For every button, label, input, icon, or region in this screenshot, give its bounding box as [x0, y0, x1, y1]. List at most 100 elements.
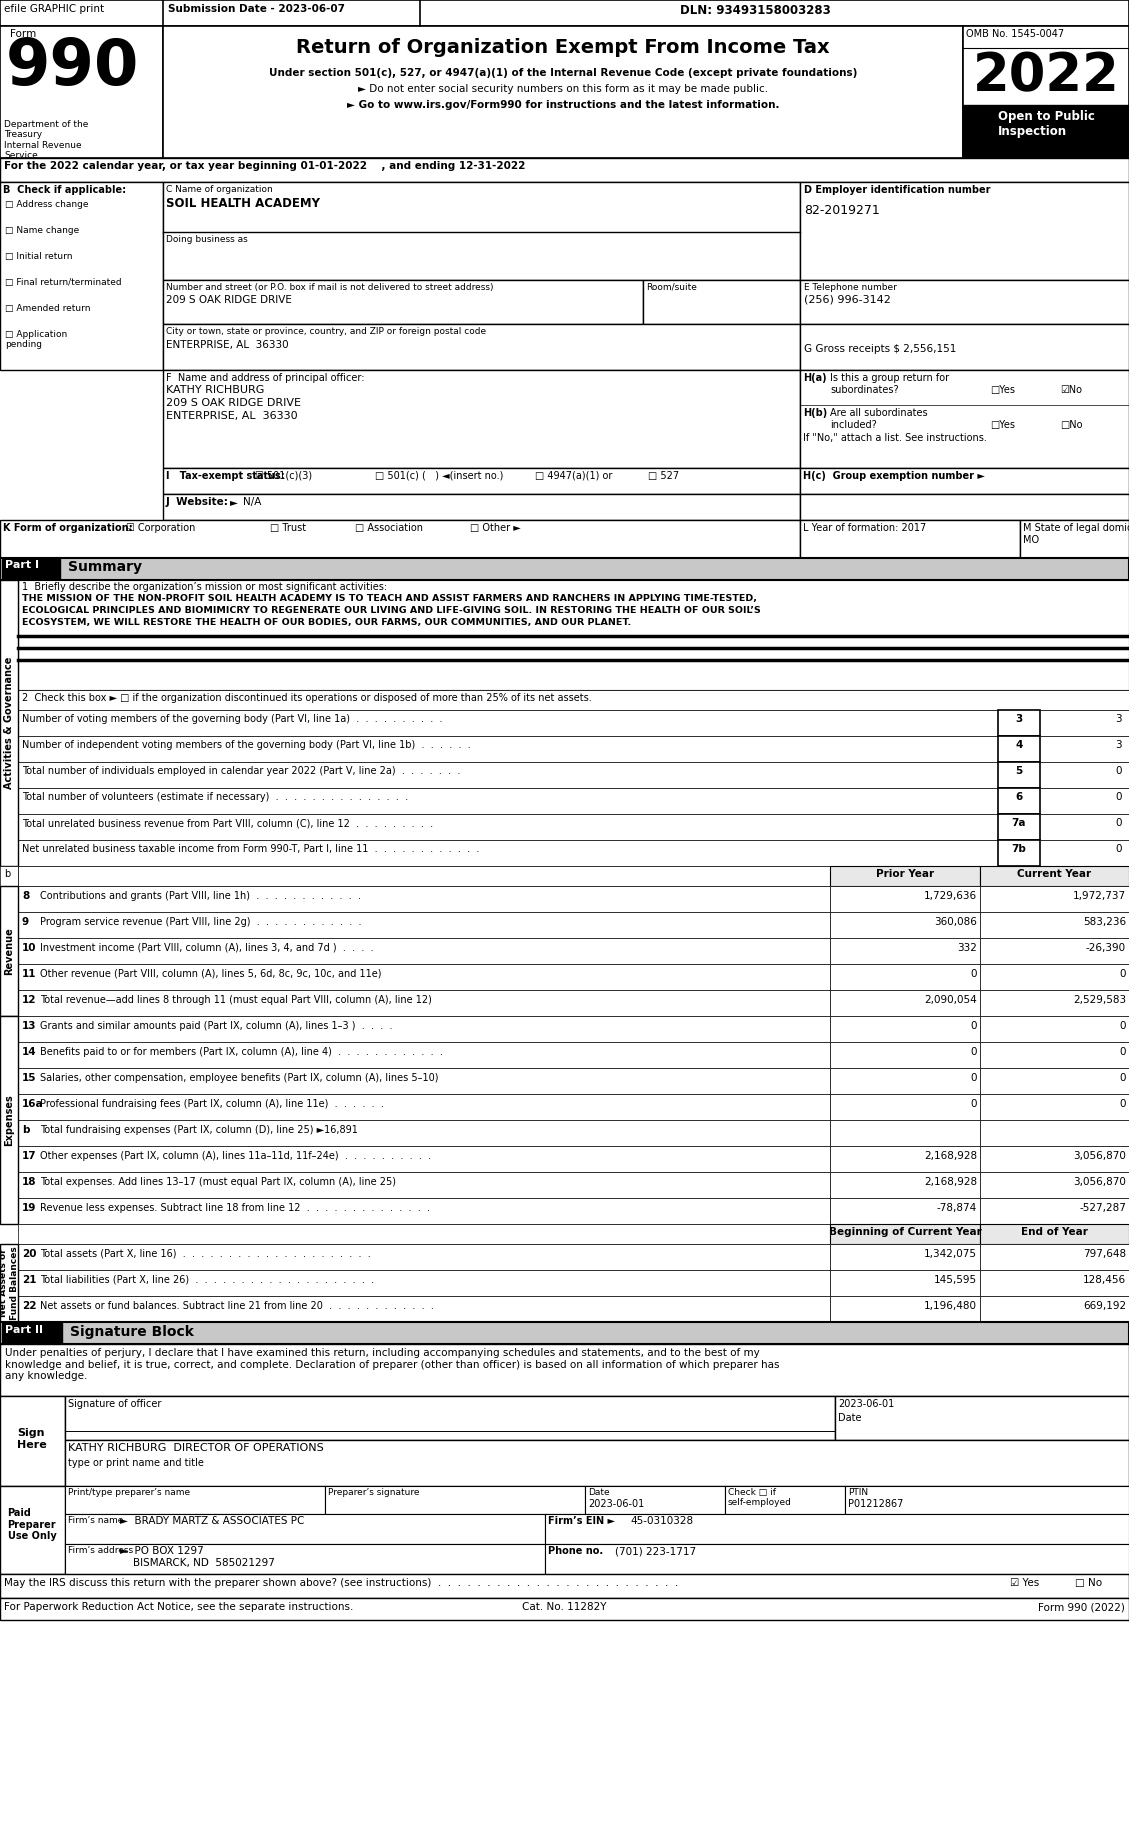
Text: H(a): H(a)	[803, 373, 826, 383]
Text: For the 2022 calendar year, or tax year beginning 01-01-2022    , and ending 12-: For the 2022 calendar year, or tax year …	[5, 161, 525, 172]
Bar	[830, 1295, 980, 1321]
Text: 1  Briefly describe the organization’s mission or most significant activities:: 1 Briefly describe the organization’s mi…	[21, 582, 387, 591]
Text: BISMARCK, ND  585021297: BISMARCK, ND 585021297	[120, 1558, 274, 1567]
Text: Preparer’s signature: Preparer’s signature	[329, 1488, 420, 1497]
Bar	[18, 939, 830, 965]
Text: □ Association: □ Association	[355, 523, 423, 532]
Text: □ 501(c) (   ) ◄(insert no.): □ 501(c) ( ) ◄(insert no.)	[375, 471, 504, 480]
Text: Submission Date - 2023-06-07: Submission Date - 2023-06-07	[168, 4, 345, 15]
Bar	[800, 181, 1129, 281]
Text: 2023-06-01: 2023-06-01	[838, 1399, 894, 1408]
Text: End of Year: End of Year	[1021, 1227, 1087, 1236]
Text: 2,168,928: 2,168,928	[924, 1177, 977, 1186]
Text: ENTERPRISE, AL  36330: ENTERPRISE, AL 36330	[166, 410, 298, 421]
Bar	[18, 1295, 830, 1321]
Bar	[65, 1486, 325, 1514]
Text: Signature Block: Signature Block	[70, 1325, 194, 1340]
Text: 209 S OAK RIDGE DRIVE: 209 S OAK RIDGE DRIVE	[166, 296, 292, 305]
Text: Net Assets or
Fund Balances: Net Assets or Fund Balances	[0, 1246, 19, 1319]
Text: 669,192: 669,192	[1083, 1301, 1126, 1310]
Bar	[65, 1514, 545, 1543]
Bar	[325, 1486, 585, 1514]
Bar	[0, 519, 800, 558]
Text: D Employer identification number: D Employer identification number	[804, 185, 990, 196]
Text: Current Year: Current Year	[1017, 869, 1091, 880]
Bar	[830, 991, 980, 1016]
Bar	[0, 1321, 1129, 1343]
Text: Firm’s address: Firm’s address	[68, 1547, 133, 1554]
Text: 332: 332	[957, 942, 977, 954]
Text: THE MISSION OF THE NON-PROFIT SOIL HEALTH ACADEMY IS TO TEACH AND ASSIST FARMERS: THE MISSION OF THE NON-PROFIT SOIL HEALT…	[21, 593, 758, 602]
Text: Part II: Part II	[5, 1325, 43, 1334]
Text: ►: ►	[230, 497, 238, 506]
Bar	[980, 1198, 1129, 1223]
Text: Are all subordinates: Are all subordinates	[830, 408, 928, 418]
Text: Activities & Governance: Activities & Governance	[5, 656, 14, 789]
Text: □ Final return/terminated: □ Final return/terminated	[5, 277, 122, 286]
Text: (256) 996-3142: (256) 996-3142	[804, 296, 891, 305]
Text: ►  PO BOX 1297: ► PO BOX 1297	[120, 1547, 203, 1556]
Text: 3,056,870: 3,056,870	[1074, 1177, 1126, 1186]
Bar	[830, 867, 980, 885]
Text: KATHY RICHBURG  DIRECTOR OF OPERATIONS: KATHY RICHBURG DIRECTOR OF OPERATIONS	[68, 1443, 324, 1453]
Text: Grants and similar amounts paid (Part IX, column (A), lines 1–3 )  .  .  .  .: Grants and similar amounts paid (Part IX…	[40, 1020, 393, 1031]
Text: Phone no.: Phone no.	[548, 1547, 603, 1556]
Bar	[998, 813, 1040, 841]
Text: 15: 15	[21, 1074, 36, 1083]
Bar	[18, 1223, 830, 1244]
Bar	[18, 1042, 830, 1068]
Bar	[998, 841, 1040, 867]
Bar	[0, 1599, 1129, 1621]
Bar	[18, 1094, 830, 1120]
Text: Other revenue (Part VIII, column (A), lines 5, 6d, 8c, 9c, 10c, and 11e): Other revenue (Part VIII, column (A), li…	[40, 968, 382, 979]
Bar	[18, 991, 830, 1016]
Bar	[1040, 761, 1129, 787]
Bar	[18, 1068, 830, 1094]
Text: Total unrelated business revenue from Part VIII, column (C), line 12  .  .  .  .: Total unrelated business revenue from Pa…	[21, 819, 434, 828]
Bar	[980, 1016, 1129, 1042]
Text: 12: 12	[21, 994, 36, 1005]
Text: 3: 3	[1015, 713, 1023, 724]
Text: N/A: N/A	[243, 497, 262, 506]
Text: Part I: Part I	[5, 560, 40, 569]
Bar	[0, 26, 163, 157]
Bar	[980, 991, 1129, 1016]
Bar	[163, 181, 800, 281]
Text: If "No," attach a list. See instructions.: If "No," attach a list. See instructions…	[803, 432, 987, 444]
Bar	[18, 736, 998, 761]
Text: b: b	[21, 1125, 29, 1135]
Bar	[0, 1574, 1129, 1599]
Text: □Yes: □Yes	[990, 419, 1015, 431]
Text: M State of legal domicile:: M State of legal domicile:	[1023, 523, 1129, 532]
Text: □ Name change: □ Name change	[5, 225, 79, 235]
Bar	[980, 1172, 1129, 1198]
Text: Net unrelated business taxable income from Form 990-T, Part I, line 11  .  .  . : Net unrelated business taxable income fr…	[21, 845, 480, 854]
Text: 0: 0	[971, 1048, 977, 1057]
Bar	[1019, 519, 1129, 558]
Text: 1,342,075: 1,342,075	[924, 1249, 977, 1258]
Bar	[18, 841, 998, 867]
Bar	[998, 761, 1040, 787]
Text: 2023-06-01: 2023-06-01	[588, 1499, 645, 1510]
Bar	[980, 1270, 1129, 1295]
Text: 128,456: 128,456	[1083, 1275, 1126, 1284]
Bar	[830, 939, 980, 965]
Text: Total number of individuals employed in calendar year 2022 (Part V, line 2a)  . : Total number of individuals employed in …	[21, 767, 461, 776]
Bar	[18, 885, 830, 913]
Text: 8: 8	[21, 891, 29, 902]
Bar	[0, 0, 1129, 26]
Text: □No: □No	[1060, 419, 1083, 431]
Text: □ Amended return: □ Amended return	[5, 305, 90, 312]
Bar	[18, 965, 830, 991]
Bar	[0, 1395, 65, 1486]
Text: 20: 20	[21, 1249, 36, 1258]
Text: C Name of organization: C Name of organization	[166, 185, 273, 194]
Text: 9: 9	[21, 917, 29, 928]
Text: KATHY RICHBURG: KATHY RICHBURG	[166, 384, 264, 395]
Text: 2,529,583: 2,529,583	[1073, 994, 1126, 1005]
Text: For Paperwork Reduction Act Notice, see the separate instructions.: For Paperwork Reduction Act Notice, see …	[5, 1602, 353, 1611]
Bar	[800, 323, 1129, 370]
Bar	[980, 885, 1129, 913]
Text: J  Website:: J Website:	[166, 497, 229, 506]
Bar	[980, 939, 1129, 965]
